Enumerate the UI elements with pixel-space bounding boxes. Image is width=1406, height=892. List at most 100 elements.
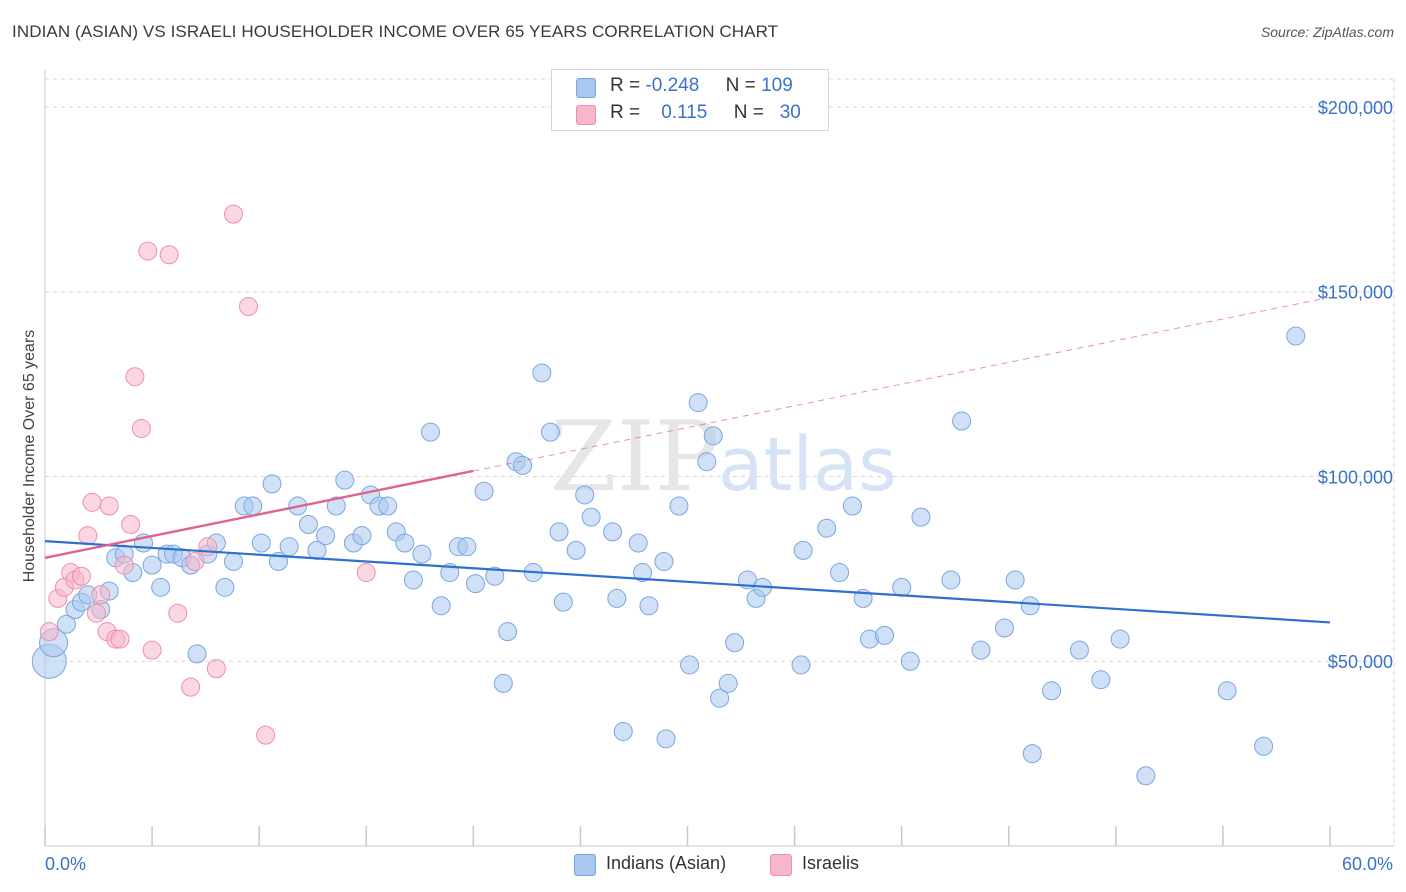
legend-label-israelis: Israelis [802, 853, 860, 873]
indians-point [900, 651, 920, 671]
israelis-point [78, 526, 98, 546]
indians-point [581, 507, 601, 527]
indians-point [403, 570, 423, 590]
indians-point [1042, 681, 1062, 701]
watermark: ZIP atlas [550, 401, 897, 513]
indians-point [607, 588, 627, 608]
israelis-trend-extension [473, 296, 1331, 472]
legend-r-label: R = [610, 102, 641, 123]
indians-point [1020, 596, 1040, 616]
indians-point [793, 540, 813, 560]
indians-point [1217, 681, 1237, 701]
indians-point [215, 577, 235, 597]
indians-point [575, 485, 595, 505]
indians-point [639, 596, 659, 616]
israelis-point [159, 245, 179, 265]
israelis-point [131, 418, 151, 438]
israelis-trend-line [44, 469, 474, 559]
indians-point [279, 537, 299, 557]
indians-point [1022, 744, 1042, 764]
israelis-point [185, 551, 205, 571]
indians-point [56, 614, 76, 634]
y-tick-label: $50,000 [1328, 652, 1393, 672]
legend-swatch-pink [576, 105, 596, 125]
indians-point [151, 577, 171, 597]
indians-point [326, 496, 346, 516]
legend-n-label: N = [733, 102, 764, 123]
israelis-point [198, 537, 218, 557]
indians-point [628, 533, 648, 553]
israelis-point [114, 555, 134, 575]
israelis-point [91, 585, 111, 605]
indians-point [1254, 736, 1274, 756]
israelis-point [125, 367, 145, 387]
x-tick-max: 60.0% [1342, 854, 1393, 874]
correlation-legend: R = -0.248 N = 109 R = 0.115 N = 30 [551, 69, 829, 131]
indians-point [493, 673, 513, 693]
indians-point [421, 422, 440, 442]
indians-point [669, 496, 689, 516]
israelis-point [142, 640, 162, 660]
indians-point [710, 688, 730, 708]
indians-point [540, 422, 560, 442]
y-tick-label: $150,000 [1318, 283, 1393, 303]
indians-point [187, 644, 207, 664]
indians-point [465, 574, 485, 594]
indians-point [892, 577, 912, 597]
legend-n-label: N = [725, 75, 756, 96]
indians-point [298, 515, 318, 535]
indians-point [688, 393, 708, 413]
legend-swatch-pink [770, 854, 792, 876]
indians-point [1091, 670, 1111, 690]
indians-point [1005, 570, 1025, 590]
indians-point [842, 496, 862, 516]
indians-point [262, 474, 282, 494]
series-israelis-points [39, 204, 376, 745]
indians-point [335, 470, 355, 490]
legend-r-value: -0.248 [645, 75, 700, 96]
israelis-point [82, 492, 102, 512]
indians-point [457, 537, 477, 557]
israelis-point [121, 515, 141, 535]
axes: $50,000 $100,000 $150,000 $200,000 [44, 70, 1394, 847]
israelis-point [168, 603, 188, 623]
indians-point [994, 618, 1014, 638]
indians-point [474, 481, 494, 501]
indians-point [971, 640, 991, 660]
indians-point [553, 592, 573, 612]
israelis-point [206, 659, 226, 679]
indians-point [791, 655, 811, 675]
series-legend: Indians (Asian) Israelis [0, 852, 1406, 878]
regression-lines [44, 296, 1331, 624]
series-indians-points [31, 326, 1306, 786]
indians-point [1069, 640, 1089, 660]
indians-point [431, 596, 451, 616]
indians-point [911, 507, 931, 527]
indians-point [142, 555, 162, 575]
israelis-point [99, 496, 119, 516]
indians-point [243, 496, 263, 516]
source-label: Source: ZipAtlas.com [1260, 24, 1394, 40]
israelis-point [356, 563, 376, 583]
indians-point [718, 673, 738, 693]
indians-point [697, 452, 717, 472]
israelis-point [223, 204, 243, 224]
indians-point [875, 625, 895, 645]
y-tick-label: $200,000 [1318, 98, 1393, 118]
indians-point [223, 551, 243, 571]
legend-label-indians: Indians (Asian) [606, 853, 727, 873]
indians-point [566, 540, 586, 560]
y-axis-title: Householder Income Over 65 years [21, 330, 38, 583]
indians-point [251, 533, 271, 553]
x-tick-min: 0.0% [45, 854, 86, 874]
indians-point [656, 729, 676, 749]
israelis-point [138, 241, 158, 261]
indians-point [603, 522, 623, 542]
israelis-point [86, 603, 106, 623]
indians-point [613, 721, 633, 741]
legend-n-value: 30 [779, 102, 801, 123]
indians-point [532, 363, 552, 383]
indians-point [952, 411, 972, 431]
indians-point [395, 533, 415, 553]
